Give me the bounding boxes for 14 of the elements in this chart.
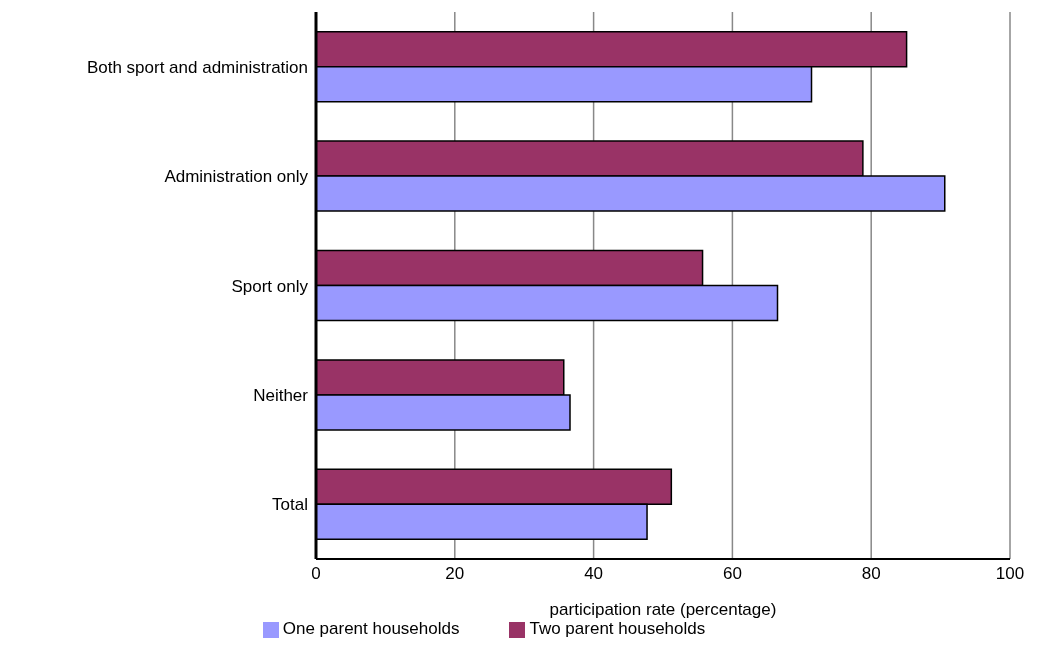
y-tick-label: Neither [253, 385, 309, 405]
x-tick-label: 40 [584, 564, 604, 584]
y-tick-label: Administration only [164, 167, 309, 187]
legend-label: Two parent households [529, 619, 706, 638]
legend-label: One parent households [282, 619, 460, 638]
x-axis-title: participation rate (percentage) [549, 600, 777, 619]
x-tick-label: 20 [445, 564, 465, 584]
y-tick-label: Sport only [231, 276, 309, 296]
x-tick-label: 0 [311, 564, 321, 584]
y-tick-label: Total [272, 495, 308, 515]
y-tick-label: Both sport and administration [86, 57, 308, 77]
x-tick-label: 60 [722, 564, 742, 584]
x-tick-label: 100 [995, 564, 1025, 584]
x-tick-label: 80 [861, 564, 881, 584]
